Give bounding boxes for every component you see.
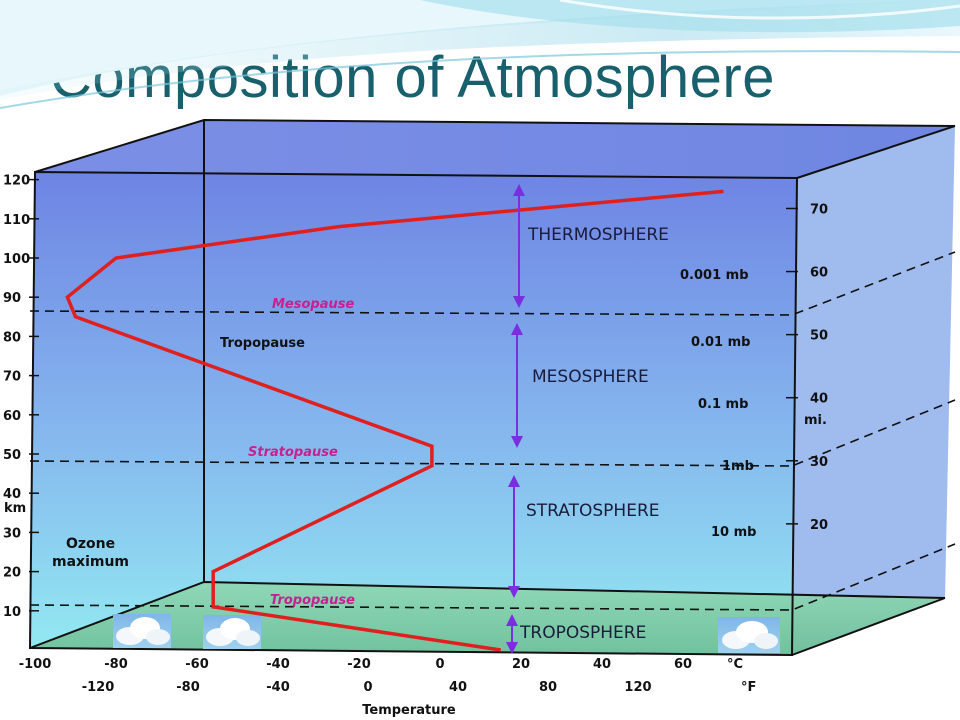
km-tick-label: 20	[3, 566, 21, 581]
temperature-axis-title: Temperature	[362, 703, 456, 718]
celsius-tick-label: 20	[512, 657, 530, 672]
mi-tick-label: 40	[810, 392, 828, 407]
cloud-icon	[113, 614, 171, 648]
stratopause-label: Stratopause	[248, 445, 338, 460]
pressure-label: 0.1 mb	[698, 397, 748, 412]
km-tick-label: 110	[3, 213, 30, 228]
layer-arrows	[506, 184, 525, 654]
km-tick-label: 100	[3, 252, 30, 267]
celsius-tick-label: -80	[104, 657, 128, 672]
km-tick-label: 30	[3, 526, 21, 541]
mi-unit-label: mi.	[804, 413, 827, 428]
mi-tick-label: 30	[810, 455, 828, 470]
fahrenheit-tick-label: -40	[266, 680, 290, 695]
fahrenheit-tick-label: -80	[176, 680, 200, 695]
mi-tick-label: 50	[810, 329, 828, 344]
temperature-profile-line	[65, 189, 724, 652]
troposphere-label: TROPOSPHERE	[519, 623, 646, 643]
km-tick-label: 80	[3, 330, 21, 345]
fahrenheit-tick-label: 120	[624, 680, 651, 695]
fahrenheit-tick-label: 0	[363, 680, 372, 695]
km-tick-label: 90	[3, 291, 21, 306]
pressure-label: 0.001 mb	[680, 268, 749, 283]
pressure-label: 1mb	[722, 459, 754, 474]
fahrenheit-tick-label: 80	[539, 680, 557, 695]
km-tick-label: 120	[3, 174, 30, 189]
km-tick-label: 60	[3, 409, 21, 424]
fahrenheit-unit: °F	[741, 680, 756, 695]
pressure-labels: 0.001 mb 0.01 mb 0.1 mb 1mb 10 mb	[680, 268, 756, 540]
pressure-label: 10 mb	[711, 525, 756, 540]
km-tick-label: 50	[3, 448, 21, 463]
celsius-tick-label: -20	[347, 657, 371, 672]
mesosphere-label: MESOSPHERE	[532, 367, 649, 387]
ozone-label-line2: maximum	[52, 554, 129, 570]
layer-labels: THERMOSPHERE MESOSPHERE STRATOSPHERE TRO…	[519, 225, 669, 643]
km-unit-label: km	[4, 501, 26, 516]
thermosphere-label: THERMOSPHERE	[527, 225, 669, 245]
atmosphere-box	[28, 118, 956, 657]
cloud-icon	[718, 617, 780, 653]
celsius-tick-label: -40	[266, 657, 290, 672]
fahrenheit-tick-label: 40	[449, 680, 467, 695]
celsius-tick-label: -100	[19, 657, 52, 672]
left-km-axis: 120 110 100 90 80 70 60 50 40 30 20 10 km	[3, 174, 39, 620]
cloud-images	[113, 614, 780, 653]
celsius-tick-label: 40	[593, 657, 611, 672]
tropopause-side-label: Tropopause	[220, 336, 305, 351]
mesopause-label: Mesopause	[272, 297, 354, 312]
header-wave-decoration	[0, 0, 960, 109]
pause-labels: Mesopause Stratopause Tropopause	[248, 297, 355, 608]
celsius-unit: °C	[727, 657, 743, 672]
mesopause-line	[29, 251, 956, 316]
celsius-tick-label: -60	[185, 657, 209, 672]
temperature-axis: -100 -80 -60 -40 -20 0 20 40 60 °C -120 -80 -40 0 40…	[19, 657, 757, 718]
tropopause-label: Tropopause	[270, 593, 355, 608]
cloud-icon	[203, 615, 261, 649]
right-mi-axis: 70 60 50 40 30 20 mi.	[786, 202, 828, 533]
mi-tick-label: 60	[810, 266, 828, 281]
mi-tick-label: 70	[810, 202, 828, 217]
celsius-tick-label: 0	[435, 657, 444, 672]
km-tick-label: 10	[3, 605, 21, 620]
stratosphere-label: STRATOSPHERE	[526, 501, 660, 521]
pressure-label: 0.01 mb	[691, 335, 750, 350]
celsius-tick-label: 60	[674, 657, 692, 672]
km-tick-label: 70	[3, 370, 21, 385]
km-tick-label: 40	[3, 487, 21, 502]
fahrenheit-tick-label: -120	[82, 680, 115, 695]
ozone-label-line1: Ozone	[66, 536, 115, 552]
pause-lines	[29, 251, 956, 611]
mi-tick-label: 20	[810, 518, 828, 533]
